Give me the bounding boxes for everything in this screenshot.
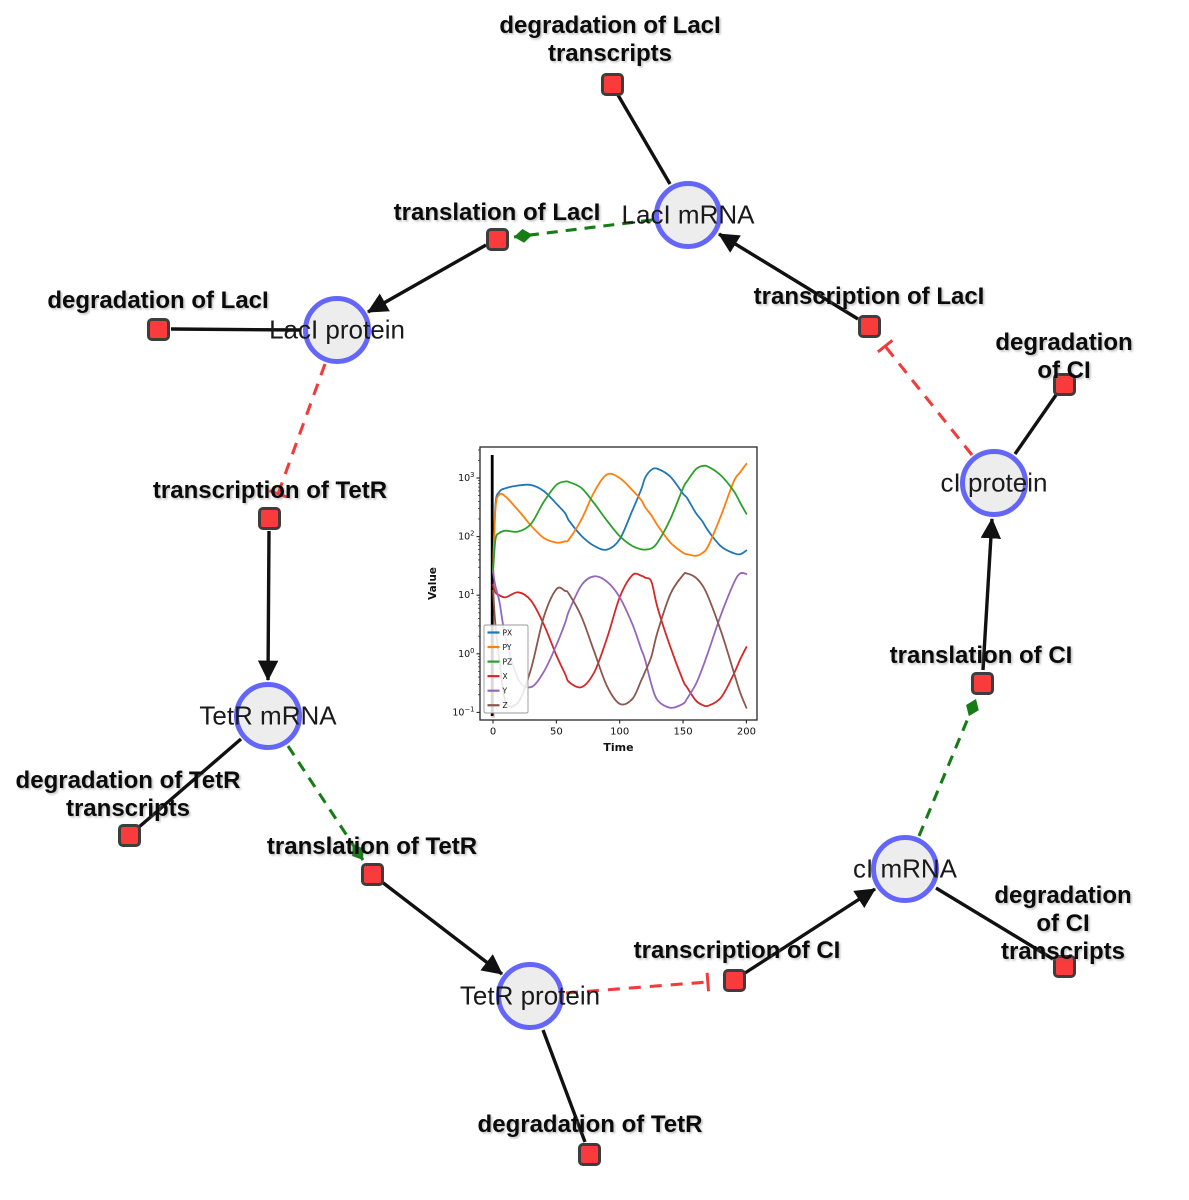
reaction-label-transcription-tetr: transcription of TetR [152, 477, 388, 504]
edge-laci-mrna-activates-translation-laci [513, 218, 653, 243]
reaction-label-degradation-laci: degradation of LacI [47, 287, 269, 314]
reaction-label-degradation-laci-transcripts: degradation of LacI transcripts [499, 12, 721, 67]
svg-text:0: 0 [490, 727, 496, 738]
edge-ci-mrna-activates-translation-ci [917, 698, 979, 837]
species-label-ci-protein: cI protein [940, 467, 1048, 498]
edge-ci-mrna-to-degradation-transcripts [935, 886, 1054, 961]
x-axis-label: Time [603, 741, 633, 754]
species-node-ci-protein [960, 449, 1028, 517]
legend-label-Y: Y [502, 687, 508, 696]
reaction-label-degradation-ci: degradation of CI [995, 329, 1133, 384]
legend-label-PZ: PZ [503, 657, 513, 666]
edge-laci-protein-to-degradation-laci [170, 327, 302, 332]
reaction-label-degradation-ci-transcripts: degradation of CI transcripts [994, 882, 1132, 965]
edge-ci-protein-to-degradation-ci [1013, 394, 1058, 455]
edge-tetr-protein-inhibits-transcription-ci [565, 972, 711, 995]
reaction-node-degradation-laci [146, 317, 170, 341]
reaction-node-transcription-ci [722, 968, 746, 992]
reaction-label-transcription-ci: transcription of CI [633, 937, 841, 964]
reaction-node-degradation-tetr-transcripts [117, 823, 141, 847]
edge-translation-tetr-to-tetr-protein [380, 880, 504, 976]
legend: PX PY PZ XYZ [483, 624, 529, 714]
edge-tetr-protein-to-degradation-tetr [541, 1029, 587, 1143]
reaction-node-degradation-tetr [577, 1142, 601, 1166]
series-X [492, 572, 748, 708]
edge-ci-protein-inhibits-transcription-laci [876, 339, 974, 456]
reaction-node-translation-tetr [360, 862, 384, 886]
reaction-label-transcription-laci: transcription of LacI [753, 283, 985, 310]
edge-tetr-mrna-activates-translation-tetr [286, 745, 365, 861]
species-label-laci-mrna: LacI mRNA [621, 199, 755, 230]
reaction-node-translation-laci [485, 227, 509, 251]
reaction-node-degradation-ci [1052, 372, 1076, 396]
svg-text:102: 102 [458, 530, 474, 543]
reaction-label-degradation-tetr: degradation of TetR [477, 1111, 703, 1138]
reaction-node-degradation-ci-transcripts [1052, 954, 1076, 978]
svg-text:150: 150 [674, 727, 693, 738]
series-PZ [492, 464, 748, 573]
series-PX [492, 467, 748, 573]
inset-timeseries-chart: 0 50 100 150 200 Time 103 102 101 100 10−1 Value PX P… [420, 435, 770, 770]
edge-transcription-ci-to-ci-mrna [744, 887, 876, 975]
edge-translation-laci-to-laci-protein [367, 243, 487, 314]
x-axis: 0 50 100 150 200 [490, 720, 756, 738]
legend-label-PX: PX [503, 628, 513, 637]
species-node-tetr-mrna [234, 682, 302, 750]
edge-laci-protein-inhibits-transcription-tetr [268, 363, 327, 499]
reaction-node-degradation-laci-transcripts [600, 72, 624, 96]
reaction-label-translation-laci: translation of LacI [393, 199, 601, 226]
svg-text:200: 200 [737, 727, 756, 738]
reaction-node-transcription-laci [857, 314, 881, 338]
edge-translation-ci-to-ci-protein [980, 517, 1002, 671]
reaction-label-degradation-tetr-transcripts: degradation of TetR transcripts [15, 767, 241, 822]
svg-text:100: 100 [458, 647, 474, 660]
edge-transcription-tetr-to-tetr-mrna [257, 530, 279, 682]
svg-text:50: 50 [550, 727, 563, 738]
y-axis: 103 102 101 100 10−1 [452, 449, 480, 718]
reaction-node-translation-ci [970, 671, 994, 695]
legend-label-X: X [503, 672, 508, 681]
reaction-node-transcription-tetr [257, 506, 281, 530]
edge-tetr-mrna-to-degradation-transcripts [137, 737, 243, 829]
svg-text:10−1: 10−1 [452, 705, 474, 718]
species-label-ci-mrna: cI mRNA [853, 853, 957, 884]
species-node-ci-mrna [871, 835, 939, 903]
axes-box [479, 446, 758, 721]
reaction-label-translation-ci: translation of CI [889, 642, 1073, 669]
svg-text:100: 100 [610, 727, 629, 738]
svg-text:103: 103 [458, 471, 474, 484]
species-label-laci-protein: LacI protein [269, 314, 405, 345]
species-label-tetr-protein: TetR protein [459, 980, 601, 1011]
species-label-tetr-mrna: TetR mRNA [199, 700, 337, 731]
y-axis-label: Value [427, 567, 439, 600]
edge-laci-mrna-to-degradation-transcripts [616, 94, 672, 185]
reaction-label-translation-tetr: translation of TetR [266, 833, 478, 860]
species-node-laci-mrna [654, 181, 722, 249]
species-node-tetr-protein [496, 962, 564, 1030]
edge-transcription-laci-to-laci-mrna [718, 232, 859, 321]
legend-label-Z: Z [503, 701, 508, 710]
legend-label-PY: PY [503, 643, 512, 652]
species-node-laci-protein [303, 296, 371, 364]
svg-text:101: 101 [458, 588, 474, 601]
series-PY [492, 462, 748, 573]
